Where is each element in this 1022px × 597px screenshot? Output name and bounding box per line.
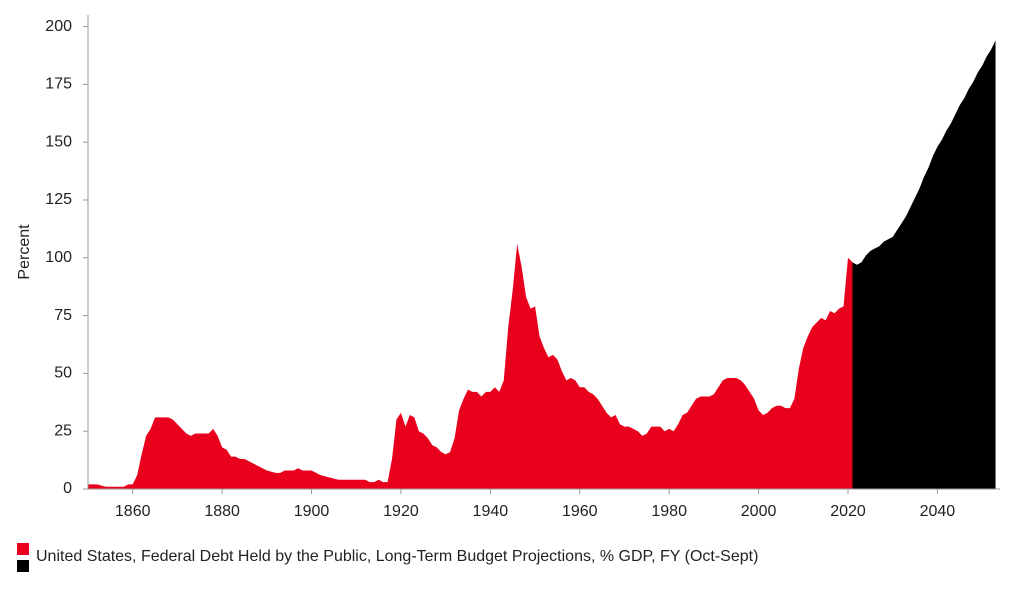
x-tick-label: 1960 [562, 503, 598, 520]
x-tick-label: 1920 [383, 503, 419, 520]
x-tick-label: 1980 [651, 503, 687, 520]
legend-label: United States, Federal Debt Held by the … [36, 548, 758, 565]
y-tick-label: 75 [54, 307, 72, 324]
y-tick-label: 50 [54, 365, 72, 382]
y-tick-label: 100 [45, 249, 72, 266]
area [852, 40, 996, 490]
x-tick-label: 2000 [741, 503, 777, 520]
y-tick-label: 0 [63, 480, 72, 497]
y-tick-label: 175 [45, 76, 72, 93]
y-tick-label: 150 [45, 133, 72, 150]
x-tick-label: 1880 [204, 503, 240, 520]
legend-swatch [17, 543, 29, 555]
y-tick-label: 125 [45, 191, 72, 208]
x-tick-label: 1900 [294, 503, 330, 520]
area [88, 243, 853, 489]
y-axis-label: Percent [16, 224, 33, 280]
x-tick-label: 1860 [115, 503, 151, 520]
legend-swatch [17, 560, 29, 572]
y-tick-label: 200 [45, 18, 72, 35]
y-tick-label: 25 [54, 422, 72, 439]
x-tick-label: 1940 [473, 503, 509, 520]
x-tick-label: 2020 [830, 503, 866, 520]
x-tick-label: 2040 [920, 503, 956, 520]
